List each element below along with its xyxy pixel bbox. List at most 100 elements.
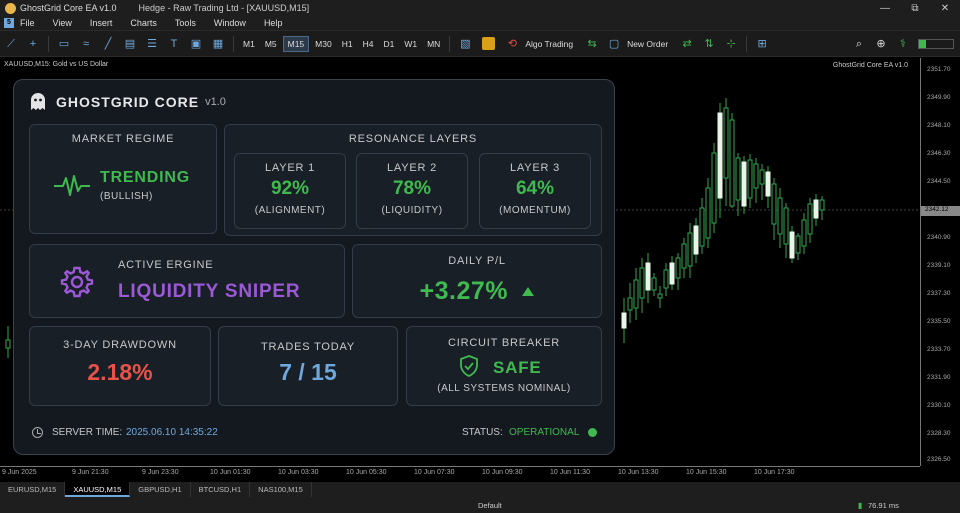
candle-body <box>5 339 11 349</box>
shapes-tool-icon[interactable]: ▣ <box>190 37 202 50</box>
status-bar: Default ▮ 76.91 ms <box>0 497 960 513</box>
menu-file[interactable]: File <box>20 18 35 28</box>
layer-name: LAYER 2 <box>386 162 438 174</box>
candle-body <box>807 203 813 235</box>
candle-body <box>693 225 699 255</box>
depth-icon[interactable]: ⇅ <box>704 37 714 50</box>
resonance-label: RESONANCE LAYERS <box>348 133 478 145</box>
active-engine-value: LIQUIDITY SNIPER <box>118 281 301 302</box>
tab-btcusd[interactable]: BTCUSD,H1 <box>191 482 251 497</box>
candle-body <box>783 207 789 245</box>
tab-eurusd[interactable]: EURUSD,M15 <box>0 482 66 497</box>
timeframe-h4[interactable]: H4 <box>362 38 374 49</box>
vps-icon[interactable]: ⚕ <box>900 37 906 50</box>
time-axis: 9 Jun 2025 9 Jun 21:30 9 Jun 23:30 10 Ju… <box>0 466 920 482</box>
layer-value: 64% <box>515 178 555 199</box>
sync-icon[interactable]: ⇆ <box>587 37 597 50</box>
shield-check-icon <box>459 355 479 382</box>
indicators-icon[interactable]: ⊞ <box>757 37 767 50</box>
menu-help[interactable]: Help <box>263 18 283 28</box>
crosshair-tool-icon[interactable]: + <box>29 37 37 50</box>
new-order-button[interactable]: New Order <box>627 38 669 49</box>
candle-body <box>651 277 657 291</box>
layer-sub: (LIQUIDITY) <box>381 205 443 216</box>
current-price-marker: 2342.12 <box>921 206 960 216</box>
candle-body <box>675 257 681 279</box>
menu-window[interactable]: Window <box>213 18 246 28</box>
minimize-button[interactable]: — <box>880 2 890 14</box>
daily-pl-value: +3.27% <box>419 277 509 305</box>
timeframe-d1[interactable]: D1 <box>383 38 395 49</box>
timeframe-w1[interactable]: W1 <box>404 38 418 49</box>
price-tick: 2328.30 <box>927 430 951 437</box>
layer-sub: (MOMENTUM) <box>499 205 571 216</box>
price-tick: 2335.50 <box>927 318 951 325</box>
timeframe-m1[interactable]: M1 <box>243 38 255 49</box>
price-tick: 2348.10 <box>927 122 951 129</box>
profile-name[interactable]: Default <box>478 501 502 510</box>
ea-icon[interactable] <box>482 37 496 50</box>
signal-bars-icon: ▮ <box>858 501 863 510</box>
timeframe-h1[interactable]: H1 <box>341 38 353 49</box>
price-tick: 2333.70 <box>927 346 951 353</box>
candle-body <box>657 293 663 299</box>
daily-pl-card: DAILY P/L +3.27% <box>352 244 602 318</box>
menu-charts[interactable]: Charts <box>130 18 157 28</box>
status-value: OPERATIONAL <box>509 427 580 438</box>
timeframe-m15[interactable]: M15 <box>282 35 310 52</box>
candle-body <box>741 161 747 207</box>
timeframe-m30[interactable]: M30 <box>315 38 332 49</box>
line-tool-icon[interactable]: ╱ <box>104 37 112 50</box>
close-button[interactable]: ✕ <box>940 2 950 14</box>
menu-tools[interactable]: Tools <box>174 18 196 28</box>
templates-icon[interactable]: ▧ <box>460 37 471 50</box>
active-engine-card: ACTIVE ERGINE LIQUIDITY SNIPER <box>29 244 345 318</box>
ping-value: 76.91 ms <box>868 501 899 510</box>
tab-gbpusd[interactable]: GBPUSD,H1 <box>130 482 191 497</box>
new-order-icon[interactable]: ▢ <box>608 37 620 50</box>
timeframe-mn[interactable]: MN <box>427 38 441 49</box>
search-icon[interactable]: ⌕ <box>855 37 863 50</box>
signals-icon[interactable]: ⊹ <box>726 37 736 50</box>
candle-body <box>771 183 777 225</box>
menu-view[interactable]: View <box>52 18 72 28</box>
restore-button[interactable]: ⧉ <box>911 2 919 14</box>
connection-meter <box>918 38 954 49</box>
channel-tool-icon[interactable]: ▤ <box>124 37 136 50</box>
candle-body <box>663 269 669 289</box>
rectangle-tool-icon[interactable]: ▭ <box>58 37 70 50</box>
globe-icon[interactable]: ⊕ <box>876 37 886 50</box>
levels-tool-icon[interactable]: ☰ <box>147 37 157 50</box>
candle-body <box>753 163 759 189</box>
trades-today-label: TRADES TODAY <box>261 341 355 353</box>
drawdown-label: 3-DAY DRAWDOWN <box>63 339 177 351</box>
tab-nas100[interactable]: NAS100,M15 <box>250 482 312 497</box>
circuit-breaker-value: SAFE <box>493 358 542 377</box>
wave-tool-icon[interactable]: ≈ <box>82 37 90 50</box>
time-tick: 10 Jun 03:30 <box>278 469 319 476</box>
algo-trading-icon[interactable]: ⟲ <box>507 37 517 50</box>
price-tick: 2344.50 <box>927 178 951 185</box>
text-tool-icon[interactable]: T <box>170 37 178 50</box>
server-time-label: SERVER TIME: <box>52 427 123 438</box>
tab-xauusd[interactable]: XAUUSD,M15 <box>65 482 131 497</box>
gear-icon <box>60 265 94 304</box>
symbol-header: XAUUSD,M15: Gold vs US Dollar <box>4 61 109 68</box>
status-dot-icon <box>588 428 597 437</box>
candle-body <box>789 231 795 259</box>
menu-insert[interactable]: Insert <box>89 18 113 28</box>
time-tick: 10 Jun 01:30 <box>210 469 251 476</box>
price-tick: 2351.70 <box>927 66 951 73</box>
exchange-icon[interactable]: ⇄ <box>682 37 692 50</box>
layer-card: LAYER 2 78% (LIQUIDITY) <box>356 153 468 229</box>
algo-trading-button[interactable]: Algo Trading <box>525 38 574 49</box>
candle-body <box>747 159 753 199</box>
trendline-tool-icon[interactable]: ⟋ <box>7 37 15 50</box>
time-tick: 9 Jun 2025 <box>2 469 37 476</box>
objects-dropdown-icon[interactable]: ▦ <box>212 37 224 50</box>
candle-body <box>765 171 771 197</box>
time-tick: 10 Jun 05:30 <box>346 469 387 476</box>
candle-body <box>711 152 717 224</box>
market-regime-card: MARKET REGIME TRENDING (BULLISH) <box>29 124 217 234</box>
timeframe-m5[interactable]: M5 <box>264 38 277 49</box>
